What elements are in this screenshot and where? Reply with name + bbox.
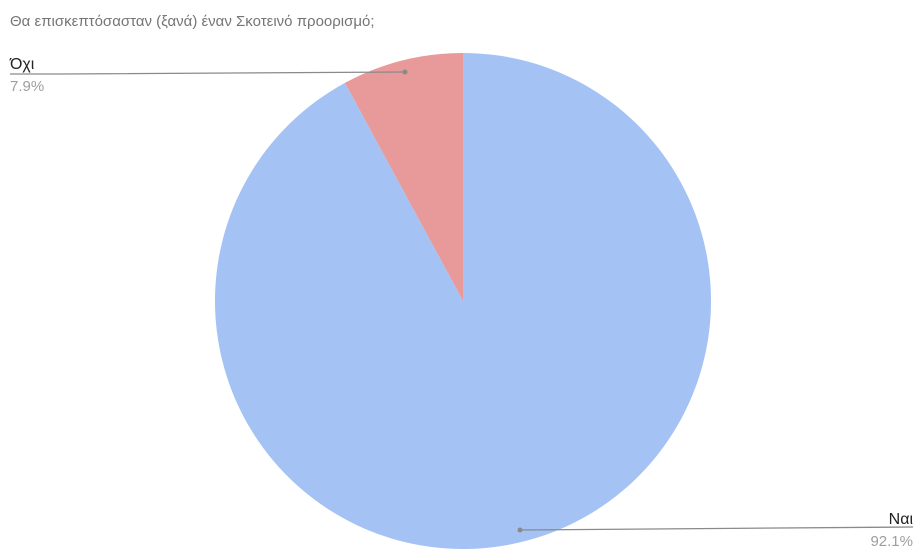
leader-line-yes-dot — [517, 527, 523, 533]
pie-slice-yes — [215, 53, 712, 549]
slice-label-no: Όχι — [9, 56, 35, 73]
leader-line-no — [10, 71, 406, 75]
leader-line-no-dot — [402, 69, 408, 75]
leader-line-yes — [519, 526, 914, 531]
slice-percent-yes: 92.1% — [870, 533, 913, 550]
pie-slice-no — [344, 53, 463, 301]
chart-title: Θα επισκεπτόσασταν (ξανά) έναν Σκοτεινό … — [10, 13, 375, 30]
slice-label-yes: Ναι — [889, 511, 914, 528]
slice-percent-no: 7.9% — [10, 78, 44, 95]
pie-slices — [215, 53, 712, 549]
leader-lines — [10, 69, 914, 533]
